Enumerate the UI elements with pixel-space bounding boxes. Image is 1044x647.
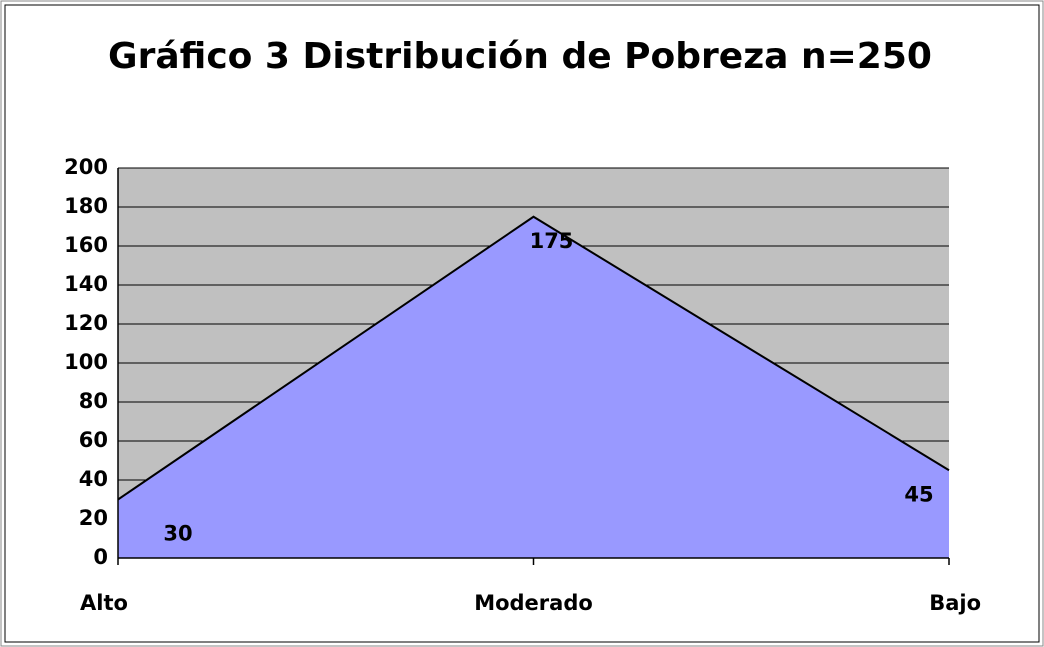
inner-border [4, 4, 1040, 643]
y-tick-label: 40 [79, 467, 108, 491]
x-tick-label: Alto [80, 591, 128, 615]
data-label: 45 [904, 482, 933, 506]
y-tick-label: 120 [64, 311, 108, 335]
y-tick-label: 0 [93, 545, 108, 569]
y-tick-label: 100 [64, 350, 108, 374]
y-tick-label: 140 [64, 272, 108, 296]
area [118, 216, 949, 558]
y-tick-label: 60 [79, 428, 108, 452]
y-tick-label: 20 [79, 506, 108, 530]
y-tick-label: 160 [64, 233, 108, 257]
y-tick-label: 80 [79, 389, 108, 413]
data-label: 175 [530, 229, 574, 253]
y-tick-label: 180 [64, 194, 108, 218]
y-tick-label: 200 [64, 155, 108, 179]
x-tick-label: Bajo [929, 591, 981, 615]
data-label: 30 [163, 522, 192, 546]
chart-title: Gráfico 3 Distribución de Pobreza n=250 [108, 36, 932, 77]
x-tick-label: Moderado [474, 591, 593, 615]
area-line [117, 215, 950, 501]
